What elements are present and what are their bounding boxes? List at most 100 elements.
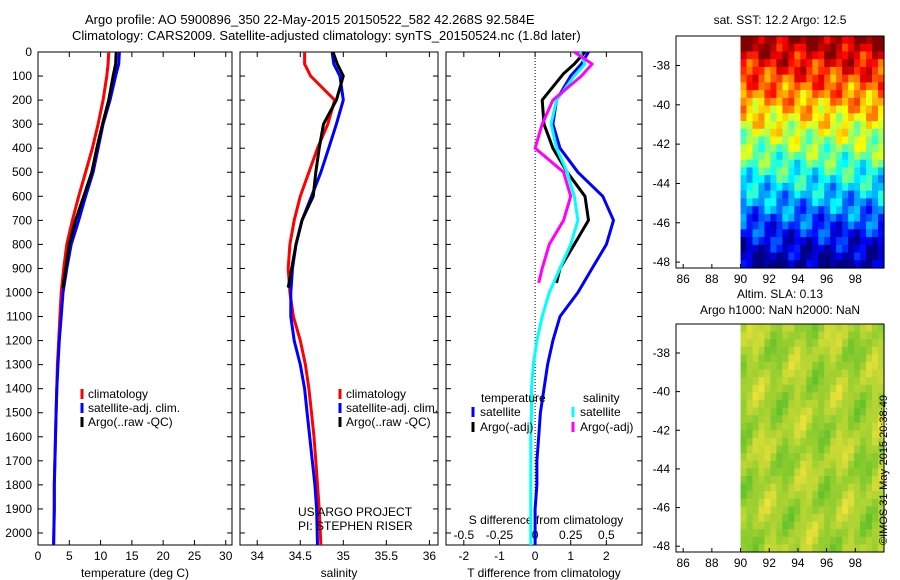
x-axis-label: salinity: [321, 566, 358, 580]
heat-cell: [848, 159, 855, 169]
heat-cell: [824, 506, 831, 515]
heat-cell: [830, 105, 837, 114]
heat-cell: [782, 521, 789, 530]
heat-cell: [848, 339, 855, 348]
heat-cell: [776, 476, 783, 485]
heat-cell: [860, 167, 867, 176]
heat-cell: [836, 144, 843, 153]
heat-cell: [800, 237, 807, 246]
heat-cell: [800, 362, 807, 371]
heat-cell: [842, 74, 849, 83]
heat-cell: [878, 74, 885, 83]
heat-cell: [848, 105, 855, 114]
heat-cell: [860, 144, 867, 153]
heat-cell: [806, 175, 813, 184]
heat-cell: [866, 260, 873, 269]
heat-cell: [860, 105, 867, 114]
heat-cell: [866, 97, 873, 107]
heat-cell: [818, 121, 825, 130]
heat-cell: [860, 324, 867, 333]
heat-cell: [776, 536, 783, 545]
y-tick-label: 1800: [5, 478, 32, 492]
heat-cell: [878, 252, 885, 261]
heat-cell: [752, 229, 760, 238]
y-tick-label: 600: [12, 189, 32, 203]
heat-cell: [740, 36, 748, 45]
heat-cell: [752, 430, 760, 439]
heat-cell: [812, 476, 819, 485]
heat-cell: [854, 536, 861, 545]
heat-cell: [788, 415, 795, 424]
heat-cell: [860, 159, 867, 169]
x2-tick-label: 0.25: [559, 528, 583, 542]
heat-cell: [824, 491, 831, 500]
heat-cell: [872, 229, 879, 238]
heat-cell: [800, 476, 807, 485]
heat-cell: [800, 468, 807, 477]
heat-cell: [770, 384, 778, 393]
heat-cell: [842, 152, 849, 161]
heat-cell: [794, 175, 801, 184]
y-tick-label: 1600: [5, 430, 32, 444]
heat-cell: [800, 167, 807, 176]
heat-cell: [854, 324, 861, 333]
heat-cell: [830, 128, 837, 138]
heat-cell: [806, 206, 813, 215]
heat-cell: [836, 244, 843, 254]
heat-cell: [836, 198, 843, 207]
heat-cell: [764, 59, 772, 68]
heat-cell: [740, 113, 748, 122]
heat-cell: [740, 167, 748, 176]
heat-cell: [872, 407, 879, 416]
heat-cell: [764, 237, 772, 246]
heat-cell: [866, 229, 873, 238]
heat-cell: [752, 36, 760, 45]
heat-cell: [854, 384, 861, 393]
heat-cell: [854, 331, 861, 340]
heat-cell: [806, 113, 813, 122]
heat-cell: [764, 544, 772, 553]
heat-cell: [788, 400, 795, 409]
heat-cell: [782, 453, 789, 462]
heat-cell: [776, 521, 783, 530]
heat-cell: [758, 384, 766, 393]
heat-cell: [752, 128, 760, 138]
heat-cell: [848, 51, 855, 60]
heat-cell: [818, 66, 825, 76]
heat-cell: [818, 438, 825, 447]
heat-cell: [752, 175, 760, 184]
heat-cell: [788, 152, 795, 161]
legend-label: satellite: [480, 405, 521, 419]
heat-cell: [872, 544, 879, 553]
heat-cell: [788, 136, 795, 145]
heat-cell: [776, 506, 783, 515]
heat-cell: [872, 121, 879, 130]
heat-cell: [854, 377, 861, 386]
heat-cell: [740, 483, 748, 492]
heat-cell: [848, 206, 855, 215]
heat-cell: [842, 529, 849, 538]
heat-cell: [872, 521, 879, 530]
heat-cell: [872, 438, 879, 447]
heat-cell: [776, 346, 783, 355]
heat-cell: [848, 97, 855, 107]
heat-cell: [800, 354, 807, 363]
heat-cell: [824, 324, 831, 333]
heat-cell: [818, 354, 825, 363]
heat-cell: [788, 252, 795, 261]
heat-cell: [824, 74, 831, 83]
heat-cell: [824, 400, 831, 409]
heat-cell: [782, 491, 789, 500]
heat-cell: [788, 175, 795, 184]
heat-cell: [794, 445, 801, 454]
heat-cell: [872, 144, 879, 153]
heat-cell: [758, 113, 766, 122]
heat-cell: [866, 369, 873, 378]
heat-cell: [758, 445, 766, 454]
heat-cell: [776, 260, 783, 269]
heat-cell: [830, 74, 837, 83]
heat-cell: [836, 159, 843, 169]
heat-cell: [752, 105, 760, 114]
heat-cell: [740, 468, 748, 477]
heat-cell: [782, 206, 789, 215]
